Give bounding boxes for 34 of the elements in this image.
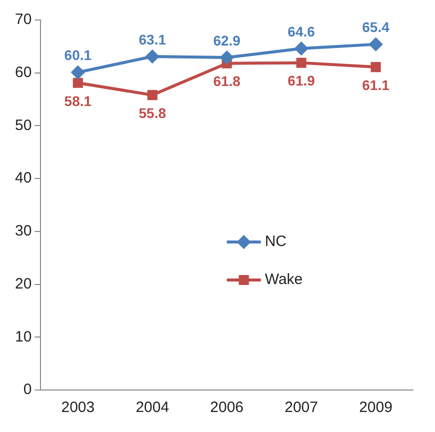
y-tick-label: 20	[14, 275, 32, 292]
x-tick-label: 2003	[61, 399, 95, 416]
data-label: 61.9	[288, 72, 316, 89]
point	[296, 58, 306, 68]
data-label: 55.8	[138, 104, 166, 121]
data-label: 64.6	[288, 23, 316, 40]
point	[146, 50, 159, 63]
point	[220, 51, 234, 64]
y-tick-label: 30	[14, 222, 32, 240]
x-tick-label: 2006	[210, 399, 244, 416]
y-tick-label: 0	[23, 381, 32, 398]
y-tick-label: 70	[14, 11, 32, 28]
data-label: 65.4	[362, 19, 390, 36]
y-tick-label: 10	[14, 328, 32, 346]
point	[147, 90, 158, 100]
x-tick-label: 2009	[359, 399, 392, 416]
x-tick-label: 2004	[136, 399, 170, 416]
data-label: 60.1	[64, 47, 92, 64]
data-label: 63.1	[138, 31, 166, 48]
data-label: 61.1	[362, 76, 390, 93]
data-label: 61.8	[213, 73, 241, 90]
point	[369, 38, 382, 51]
x-tick-label: 2007	[284, 399, 318, 416]
data-label: 62.9	[213, 32, 241, 48]
legend-label: Wake	[264, 271, 303, 288]
legend-label: NC	[264, 233, 287, 250]
point	[294, 42, 308, 56]
y-tick-label: 60	[14, 64, 32, 81]
point	[370, 62, 381, 72]
point	[71, 66, 84, 79]
y-tick-label: 40	[14, 170, 32, 187]
y-tick-label: 50	[14, 116, 32, 134]
point	[72, 78, 83, 88]
data-label: 58.1	[64, 92, 92, 109]
